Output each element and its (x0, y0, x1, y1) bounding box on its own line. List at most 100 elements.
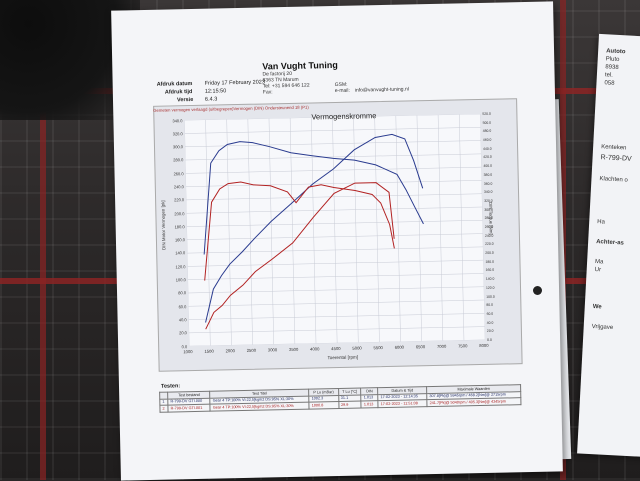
y-left-tick-label: 100.0 (175, 277, 186, 283)
grid-line (247, 118, 253, 345)
y-left-tick-label: 60.0 (178, 303, 187, 309)
y-right-tick-label: 500.0 (482, 120, 492, 125)
grid-line (416, 115, 422, 342)
grid-line (458, 114, 465, 341)
y-right-tick-label: 340.0 (483, 189, 493, 195)
y-right-tick-label: 160.0 (485, 268, 495, 273)
x-tick-label: 4500 (331, 345, 341, 352)
cell: 1.013 (361, 400, 379, 408)
side-line: Ur (594, 267, 602, 274)
y-left-tick-label: 80.0 (178, 290, 187, 296)
grid-line (332, 117, 338, 344)
side-line: Ha (597, 219, 606, 226)
side-line: R-799-DV (600, 154, 632, 163)
plaid-stripe (40, 0, 46, 480)
y-right-tick-label: 440.0 (483, 146, 492, 151)
email-address: info@vanvught-tuning.nl (354, 86, 409, 94)
y-right-tick-label: 60.0 (486, 311, 494, 316)
print-time-label: Afdruk tijd (164, 88, 193, 96)
side-line: 058 (604, 80, 615, 87)
series-line-power (205, 133, 424, 323)
grid-line (184, 140, 481, 148)
y-left-tick-label: 40.0 (178, 317, 187, 323)
side-line: Klachten o (599, 176, 628, 184)
y-right-tick-label: 220.0 (485, 242, 494, 247)
x-tick-label: 3500 (288, 346, 299, 353)
y-left-tick-label: 140.0 (175, 250, 186, 256)
y-left-tick-label: 340.0 (172, 117, 183, 123)
grid-line (188, 286, 484, 294)
cell: 17-02-2023 - 11:51:08 (378, 399, 428, 408)
x-tick-label: 6000 (394, 344, 405, 350)
cell: 1000.8 (309, 401, 339, 409)
y-right-tick-label: 380.0 (483, 172, 493, 177)
cell: 29.9 (338, 401, 362, 409)
tests-label: Testen: (160, 383, 181, 390)
version-label: Versie (176, 96, 194, 104)
y-left-tick-label: 240.0 (173, 184, 184, 190)
y-left-tick-label: 260.0 (173, 170, 184, 177)
grid-line (268, 118, 274, 345)
y-left-tick-label: 320.0 (172, 130, 183, 137)
y-right-tick-label: 360.0 (483, 181, 493, 186)
chart-title: Vermogenskromme (311, 111, 377, 122)
y-right-tick-label: 460.0 (482, 137, 492, 142)
grid-line (185, 166, 482, 174)
grid-line (437, 114, 444, 341)
x-tick-label: 3000 (267, 347, 278, 353)
y-left-tick-label: 300.0 (172, 144, 184, 150)
series-line-torque (204, 181, 395, 281)
power-torque-chart (184, 113, 486, 347)
grid-line (187, 273, 484, 280)
grid-line (289, 117, 296, 344)
x-tick-label: 5500 (373, 345, 383, 351)
y-left-tick-label: 180.0 (174, 224, 185, 230)
grid-line (184, 127, 481, 134)
side-line: Kenteken (600, 144, 627, 152)
y-right-tick-label: 180.0 (485, 259, 495, 264)
y-right-tick-label: 420.0 (483, 155, 492, 160)
x-tick-label: 6500 (415, 344, 426, 350)
side-line: 8938 (605, 64, 619, 72)
grid-line (480, 113, 486, 340)
side-line: Autoto (605, 48, 626, 56)
version-value: 6.4.3 (204, 96, 218, 103)
tests-table: Test bestand Test Titel P Lu (mBar) T Lu… (159, 384, 521, 413)
x-tick-label: 7000 (436, 343, 447, 349)
side-line: tel. (604, 72, 614, 79)
y-right-tick-label: 200.0 (485, 250, 494, 255)
grid-line (187, 246, 484, 254)
grid-line (185, 153, 482, 161)
y-right-tick-label: 20.0 (486, 329, 494, 334)
grid-line (226, 119, 232, 346)
x-tick-label: 2000 (225, 348, 235, 354)
y-right-tick-label: 280.0 (484, 216, 494, 221)
x-tick-label: 1500 (204, 348, 214, 354)
grid-line (188, 299, 485, 307)
x-tick-label: 7500 (458, 343, 468, 349)
x-tick-label: 2500 (246, 347, 257, 353)
y-right-tick-label: 120.0 (485, 285, 495, 290)
y-left-tick-label: 20.0 (179, 330, 187, 336)
y-right-tick-label: 100.0 (486, 294, 495, 299)
address-line: Fax: (262, 89, 273, 96)
y-left-tick-label: 280.0 (173, 157, 184, 163)
y-right-tick-label: 260.0 (484, 224, 494, 229)
side-line: Pluto (605, 56, 620, 64)
x-tick-label: 1000 (183, 349, 193, 355)
y-left-tick-label: 0.0 (181, 343, 188, 349)
grid-line (395, 115, 401, 342)
grid-line (187, 259, 484, 267)
y-right-tick-label: 480.0 (482, 129, 492, 134)
print-date-value: Friday 17 February 2023 (204, 79, 265, 87)
grid-line (186, 220, 483, 227)
x-axis-label: Toerental [rpm] (327, 354, 359, 361)
x-tick-label: 5000 (352, 345, 362, 351)
y-left-tick-label: 160.0 (174, 237, 185, 243)
dyno-report-sheet: Van Vught Tuning De factorij 20 8363 TN … (111, 1, 563, 481)
print-date-label: Afdruk datum (156, 80, 193, 88)
y-right-tick-label: 320.0 (484, 198, 493, 203)
y-right-tick-label: 140.0 (485, 276, 495, 282)
company-name: Van Vught Tuning (262, 59, 338, 72)
print-time-value: 12:15:50 (204, 88, 227, 95)
